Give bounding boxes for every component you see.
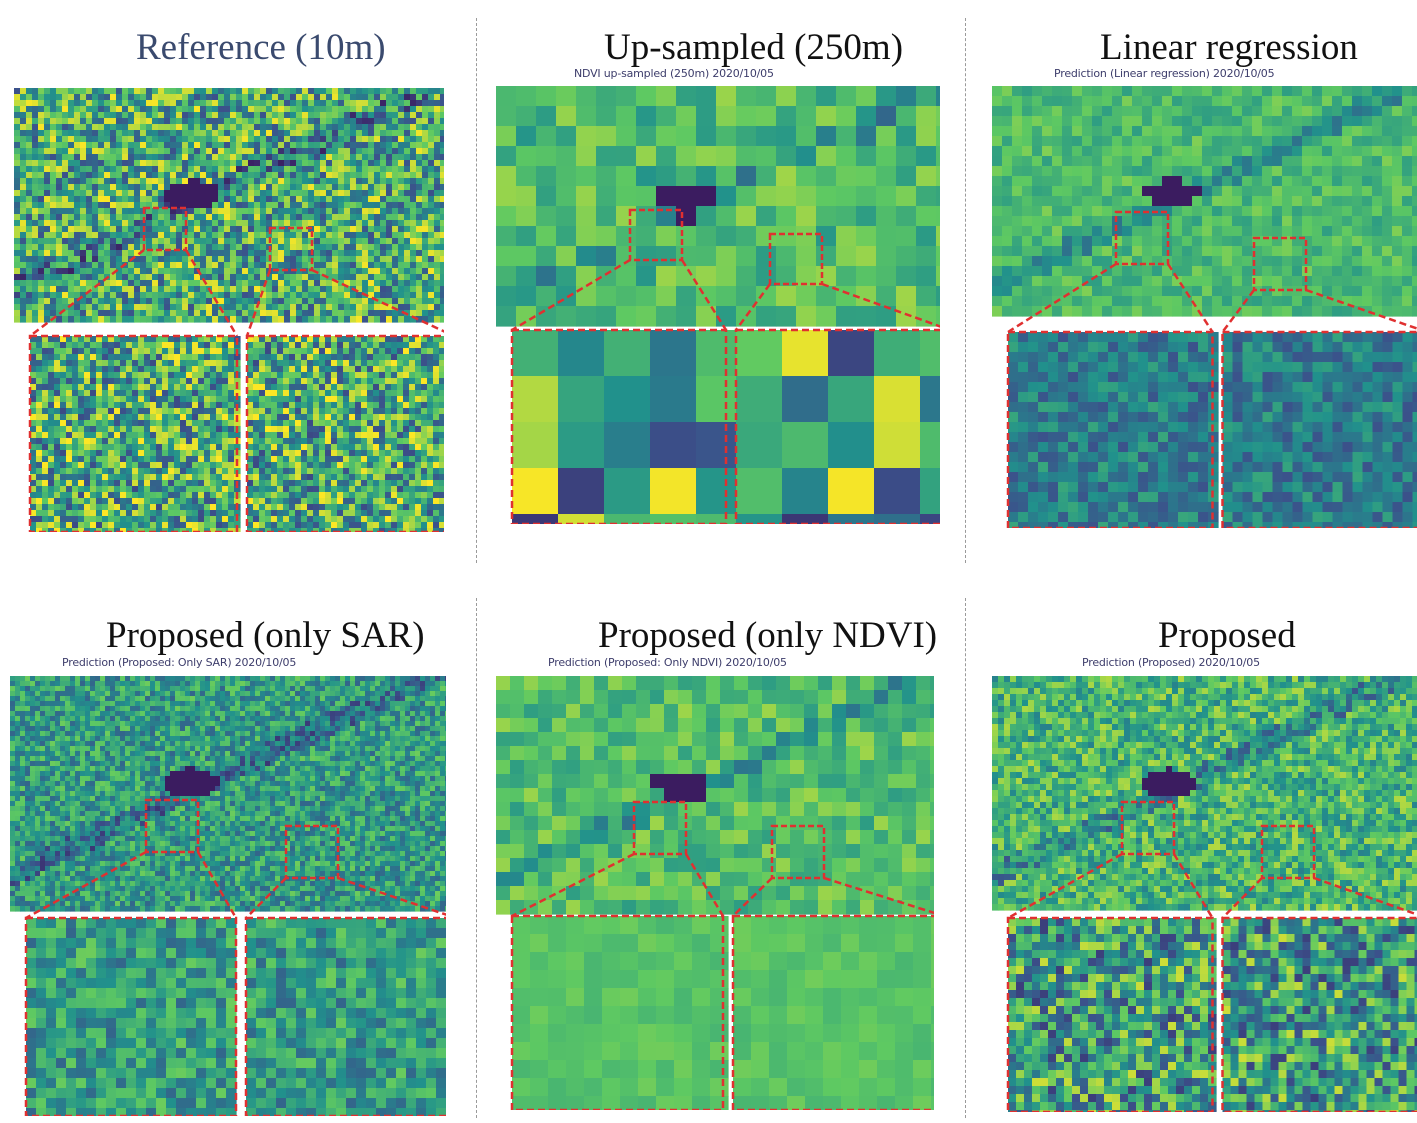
zoom-source-box bbox=[268, 226, 314, 272]
only-ndvi-map bbox=[496, 676, 934, 1110]
zoom-connector bbox=[25, 850, 147, 920]
panel-title-upsampled: Up-sampled (250m) bbox=[604, 27, 904, 68]
zoom-source-box bbox=[1120, 800, 1176, 856]
panel-title-linear: Linear regression bbox=[1100, 27, 1358, 68]
zoom-source-box bbox=[1252, 236, 1308, 292]
column-divider-left bbox=[476, 18, 477, 563]
zoom-source-box bbox=[1260, 824, 1316, 880]
reference-ndvi-map bbox=[14, 88, 444, 532]
ndvi-map-image bbox=[14, 88, 444, 323]
column-divider-left-bottom bbox=[476, 598, 477, 1118]
zoom-source-box bbox=[768, 232, 824, 286]
column-divider-right bbox=[965, 18, 966, 563]
panel-subtitle-upsampled: NDVI up-sampled (250m) 2020/10/05 bbox=[574, 67, 774, 80]
ndvi-map-image bbox=[992, 676, 1417, 911]
zoom-connector bbox=[1221, 877, 1263, 919]
zoom-source-box bbox=[1114, 210, 1170, 266]
zoom-frame bbox=[24, 916, 238, 1116]
proposed-map bbox=[992, 676, 1417, 1112]
zoom-source-box bbox=[144, 798, 200, 854]
zoom-frame bbox=[28, 334, 239, 532]
zoom-inset-left bbox=[510, 328, 743, 524]
panel-title-proposed: Proposed bbox=[1158, 615, 1296, 656]
zoom-source-box bbox=[284, 824, 340, 880]
ndvi-map-image bbox=[496, 86, 940, 327]
zoom-connector bbox=[184, 249, 239, 337]
zoom-connector bbox=[823, 876, 934, 915]
zoom-connector bbox=[245, 269, 272, 337]
zoom-connector bbox=[684, 853, 725, 917]
ndvi-map-image bbox=[496, 676, 934, 915]
zoom-frame bbox=[244, 916, 446, 1116]
zoom-source-box bbox=[632, 800, 688, 856]
zoom-connector bbox=[1166, 263, 1214, 333]
zoom-inset-right bbox=[731, 914, 934, 1110]
zoom-connector bbox=[511, 258, 631, 332]
zoom-inset-right bbox=[1221, 916, 1417, 1112]
zoom-connector bbox=[1221, 289, 1255, 333]
column-divider-right-bottom bbox=[965, 598, 966, 1118]
zoom-connector bbox=[511, 852, 635, 918]
zoom-connector bbox=[732, 877, 773, 917]
zoom-connector bbox=[245, 877, 287, 919]
zoom-inset-left bbox=[510, 914, 729, 1110]
zoom-inset-right bbox=[1221, 330, 1417, 528]
zoom-inset-left bbox=[1006, 330, 1219, 528]
zoom-frame bbox=[510, 914, 725, 1110]
panel-title-only-ndvi: Proposed (only NDVI) bbox=[598, 615, 938, 656]
zoom-frame bbox=[1006, 916, 1214, 1112]
panel-title-reference: Reference (10m) bbox=[136, 27, 386, 68]
zoom-connector bbox=[337, 876, 446, 916]
panel-subtitle-only-ndvi: Prediction (Proposed: Only NDVI) 2020/10… bbox=[548, 656, 787, 669]
zoom-connector bbox=[821, 282, 940, 328]
upsampled-ndvi-map bbox=[496, 86, 940, 524]
zoom-frame bbox=[510, 328, 728, 524]
zoom-inset-right bbox=[244, 916, 446, 1116]
zoom-frame bbox=[245, 334, 444, 532]
zoom-connector bbox=[196, 851, 238, 919]
zoom-inset-right bbox=[245, 334, 444, 532]
zoom-source-box bbox=[142, 206, 188, 252]
ndvi-map-image bbox=[10, 676, 446, 912]
zoom-connector bbox=[734, 283, 772, 331]
panel-subtitle-proposed: Prediction (Proposed) 2020/10/05 bbox=[1082, 656, 1260, 669]
zoom-frame bbox=[1221, 330, 1417, 528]
zoom-connector bbox=[29, 249, 145, 337]
linear-regression-map bbox=[992, 86, 1417, 528]
zoom-connector bbox=[680, 259, 728, 331]
zoom-frame bbox=[1006, 330, 1214, 528]
zoom-frame bbox=[1221, 916, 1417, 1112]
ndvi-map-image bbox=[992, 86, 1417, 317]
zoom-inset-left bbox=[24, 916, 238, 1116]
only-sar-map bbox=[10, 676, 446, 1116]
zoom-inset-left bbox=[1006, 916, 1217, 1112]
panel-subtitle-only-sar: Prediction (Proposed: Only SAR) 2020/10/… bbox=[62, 656, 297, 669]
zoom-source-box bbox=[770, 824, 826, 880]
zoom-inset-left bbox=[28, 334, 241, 532]
zoom-connector bbox=[1313, 876, 1417, 916]
zoom-connector bbox=[1172, 853, 1214, 919]
zoom-connector bbox=[311, 268, 444, 333]
zoom-frame bbox=[734, 328, 940, 524]
zoom-source-box bbox=[628, 208, 684, 262]
zoom-inset-right bbox=[734, 328, 940, 524]
zoom-frame bbox=[731, 914, 934, 1110]
panel-title-only-sar: Proposed (only SAR) bbox=[106, 615, 425, 656]
panel-subtitle-linear: Prediction (Linear regression) 2020/10/0… bbox=[1054, 67, 1275, 80]
